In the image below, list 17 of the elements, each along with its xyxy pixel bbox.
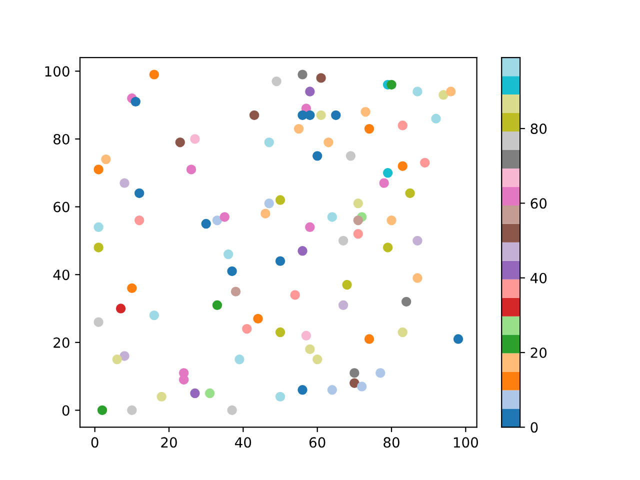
x-tick-label: 60: [309, 437, 326, 448]
x-tick-label: 20: [161, 437, 177, 448]
x-tick-label: 0: [91, 437, 98, 448]
color-bar-label: 60: [530, 198, 547, 209]
y-tick-label: 0: [62, 405, 70, 416]
x-tick-label: 100: [454, 437, 478, 448]
y-tick-label: 60: [54, 202, 70, 212]
y-tick-label: 20: [54, 337, 70, 348]
y-tick-label: 100: [45, 66, 70, 77]
color-bar-label: 20: [530, 348, 547, 358]
x-tick-label: 40: [235, 437, 252, 448]
color-bar-label: 80: [530, 124, 547, 134]
color-bar-label: 40: [530, 272, 547, 284]
color-bar-label: 0: [530, 422, 538, 433]
x-tick-label: 80: [384, 437, 400, 448]
y-tick-label: 40: [53, 270, 70, 280]
y-tick-label: 80: [54, 134, 70, 144]
